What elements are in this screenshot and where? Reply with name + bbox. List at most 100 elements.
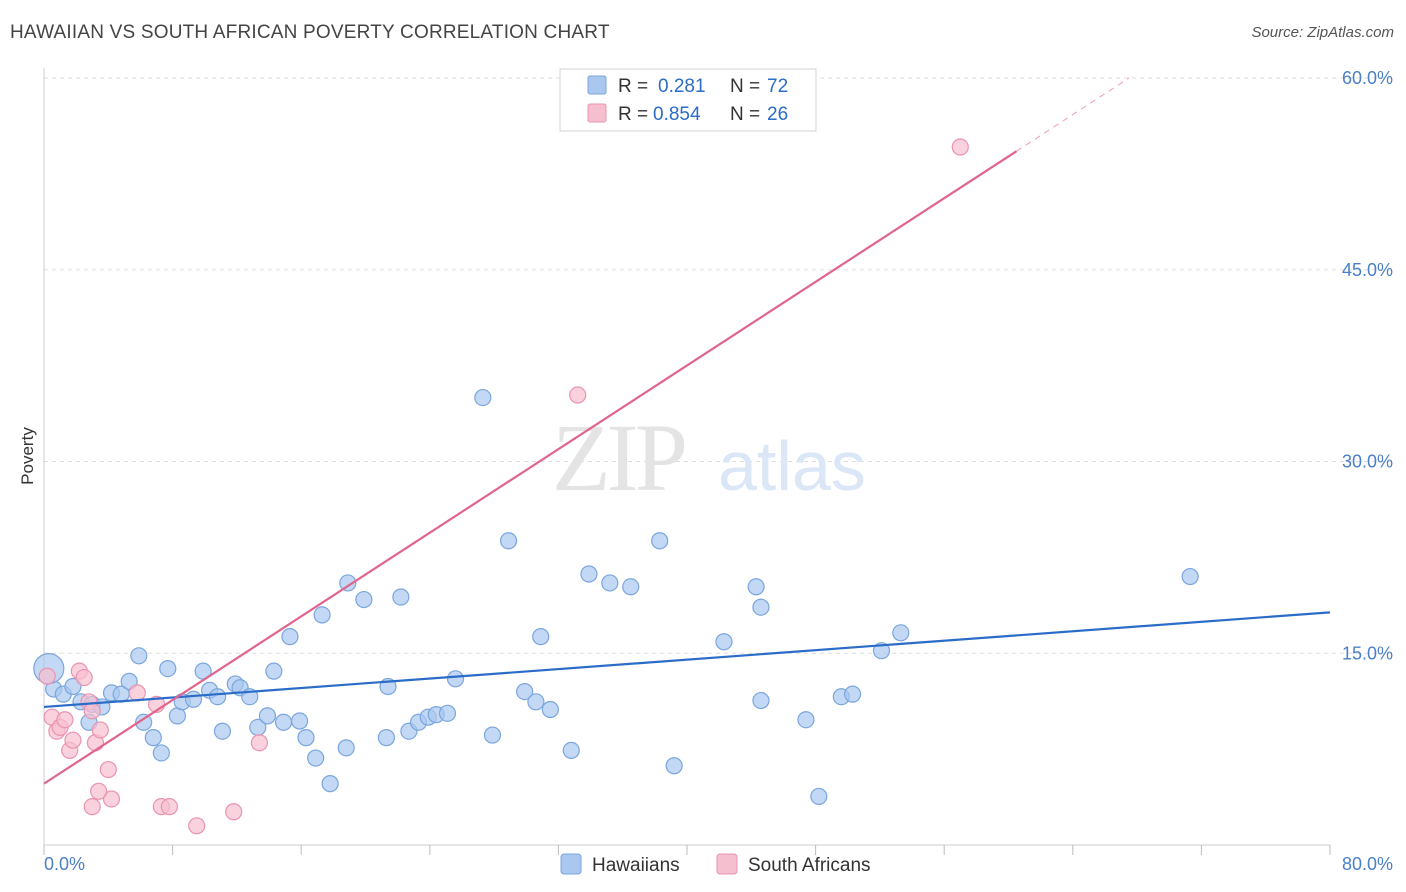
legend-swatch-south-africans [587, 103, 607, 123]
data-point-hawaiians [810, 787, 828, 806]
data-point-hawaiians [651, 532, 669, 550]
data-point-hawaiians [64, 677, 82, 696]
data-point-hawaiians [499, 532, 518, 550]
legend-bottom-label-hawaiians: Hawaiians [592, 855, 680, 876]
data-point-south-africans [64, 731, 82, 749]
y-tick-label-45: 45.0% [1342, 260, 1393, 280]
legend-r-label-2: R = [618, 104, 648, 125]
data-point-hawaiians [797, 711, 815, 729]
data-point-hawaiians [258, 707, 277, 725]
data-point-hawaiians [144, 729, 162, 747]
data-point-hawaiians [715, 633, 733, 651]
data-point-south-africans [83, 798, 101, 816]
data-point-hawaiians [337, 739, 355, 757]
data-point-hawaiians [321, 775, 339, 793]
y-axis-label: Poverty [18, 427, 37, 485]
data-point-hawaiians [752, 598, 770, 616]
data-point-hawaiians [446, 670, 465, 688]
data-point-south-africans [160, 798, 178, 816]
data-point-south-africans [83, 702, 101, 720]
data-point-hawaiians [159, 659, 177, 678]
data-point-hawaiians [747, 578, 765, 596]
legend-bottom: Hawaiians South Africans [560, 853, 871, 876]
legend-bottom-label-south-africans: South Africans [748, 855, 871, 876]
legend-r-value-1: 0.281 [658, 76, 706, 97]
data-point-hawaiians [290, 712, 309, 730]
data-point-hawaiians [355, 590, 373, 609]
trend-line-south-africans-extension [1016, 77, 1130, 152]
data-point-hawaiians [265, 662, 283, 680]
data-point-hawaiians [130, 647, 148, 665]
data-point-hawaiians [281, 628, 299, 646]
data-point-hawaiians [1181, 567, 1199, 586]
data-point-south-africans [38, 667, 56, 685]
watermark-atlas: atlas [718, 427, 866, 505]
x-tick-label-min: 0.0% [44, 854, 85, 874]
legend-n-label-1: N = [730, 76, 760, 97]
data-point-hawaiians [297, 729, 315, 747]
data-point-hawaiians [184, 690, 203, 708]
data-point-hawaiians [532, 628, 550, 646]
data-point-south-africans [75, 668, 93, 687]
data-point-hawaiians [622, 578, 640, 596]
data-point-south-africans [951, 138, 969, 156]
data-point-hawaiians [307, 749, 325, 767]
data-point-south-africans [91, 721, 109, 739]
data-point-hawaiians [892, 624, 910, 642]
data-point-south-africans [56, 711, 74, 729]
legend-r-label-1: R = [618, 76, 648, 97]
trend-lines [43, 77, 1331, 785]
y-tick-label-30: 30.0% [1342, 452, 1393, 472]
legend-n-value-1: 72 [767, 76, 788, 97]
data-point-hawaiians [135, 713, 153, 731]
data-point-hawaiians [483, 726, 502, 744]
data-point-south-africans [250, 734, 269, 752]
data-point-south-africans [102, 790, 121, 808]
watermark-zip: ZIP [552, 404, 685, 511]
y-tick-label-60: 60.0% [1342, 68, 1393, 88]
gridlines [44, 77, 1393, 654]
legend-top: R = 0.281 N = 72 R = 0.854 N = 26 [559, 68, 817, 132]
chart-title: HAWAIIAN VS SOUTH AFRICAN POVERTY CORREL… [10, 22, 610, 43]
data-point-hawaiians [438, 704, 457, 722]
data-point-hawaiians [843, 685, 862, 703]
data-point-hawaiians [392, 588, 410, 606]
data-point-south-africans [99, 760, 117, 779]
data-point-hawaiians [339, 574, 357, 592]
data-point-hawaiians [377, 729, 395, 747]
legend-bottom-swatch-hawaiians [560, 853, 582, 875]
data-point-hawaiians [562, 741, 580, 760]
y-tick-labels: 15.0% 30.0% 45.0% 60.0% [1342, 68, 1393, 663]
data-point-hawaiians [274, 713, 293, 731]
y-tick-label-15: 15.0% [1342, 643, 1393, 663]
source-label: Source: ZipAtlas.com [1251, 24, 1394, 41]
data-point-hawaiians [527, 693, 545, 711]
data-point-south-africans [225, 803, 243, 821]
data-point-south-africans [90, 782, 108, 800]
data-point-hawaiians [152, 744, 170, 762]
data-point-south-africans [188, 817, 206, 835]
trend-line-hawaiians [43, 611, 1331, 709]
data-point-hawaiians [541, 700, 559, 719]
trend-line-south-africans [43, 150, 1018, 785]
data-point-south-africans [569, 386, 587, 404]
data-point-hawaiians [213, 722, 232, 740]
data-point-hawaiians [516, 682, 534, 701]
watermark: ZIP atlas [552, 404, 866, 511]
legend-n-label-2: N = [730, 104, 760, 125]
data-point-hawaiians [752, 691, 770, 710]
data-point-hawaiians [209, 688, 227, 706]
data-points [33, 138, 1199, 835]
legend-n-value-2: 26 [767, 104, 788, 125]
data-point-hawaiians [601, 574, 619, 592]
data-point-hawaiians [474, 388, 492, 407]
x-tick-label-max: 80.0% [1342, 854, 1393, 874]
data-point-hawaiians [665, 757, 683, 775]
data-point-hawaiians [313, 606, 331, 624]
legend-bottom-swatch-south-africans [716, 853, 738, 875]
data-point-hawaiians [580, 565, 598, 583]
legend-r-value-2: 0.854 [653, 104, 701, 125]
legend-swatch-hawaiians [587, 75, 607, 95]
data-point-south-africans [128, 684, 146, 702]
